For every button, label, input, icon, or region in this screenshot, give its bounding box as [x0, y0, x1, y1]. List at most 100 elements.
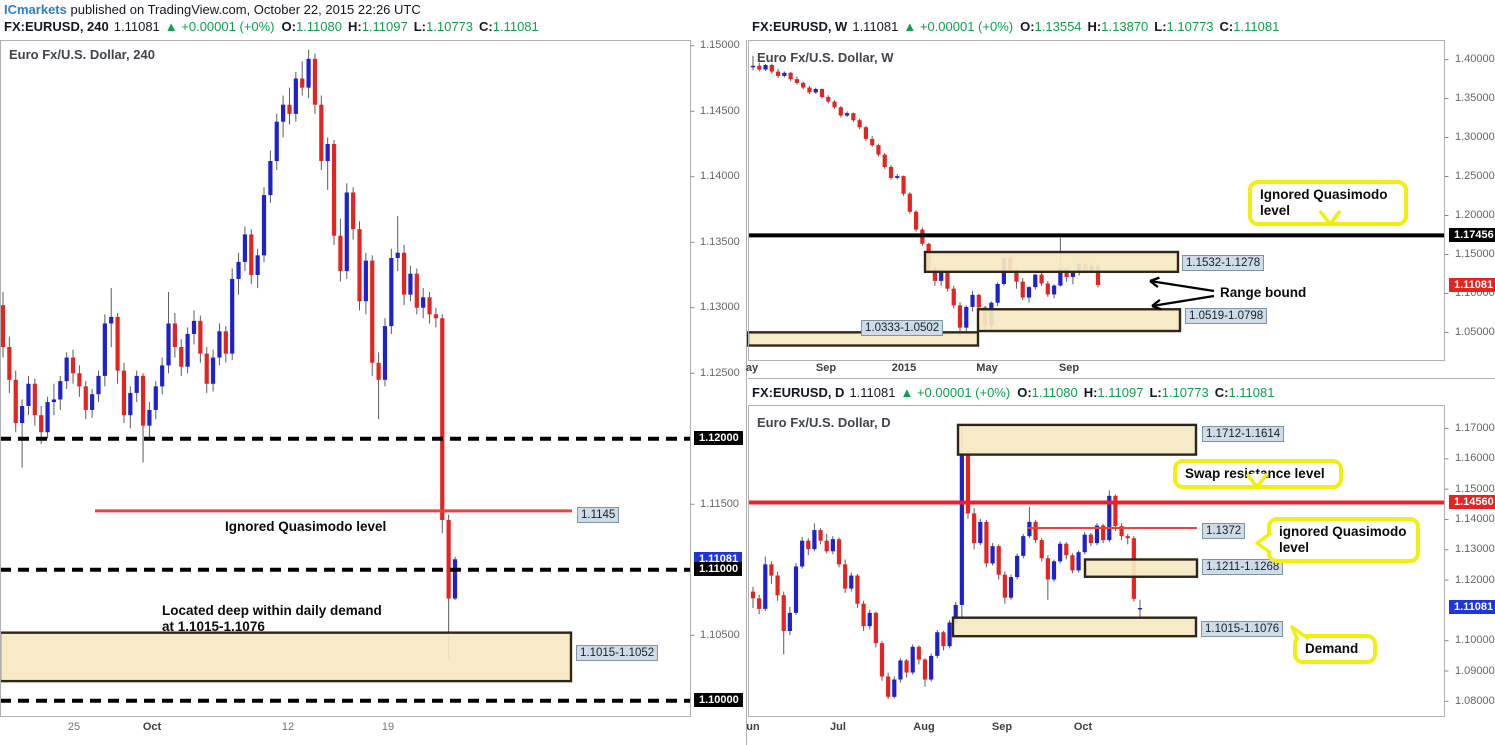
candle-up	[274, 121, 279, 162]
candle-up	[210, 357, 216, 384]
candle-up	[64, 357, 69, 382]
candle-up	[382, 326, 388, 380]
candle-down	[319, 104, 324, 162]
candle-down	[904, 660, 909, 673]
callout-bubble: Swap resistance level	[1173, 459, 1343, 489]
candle-up	[166, 323, 171, 366]
change-weekly: ▲ +0.00001 (+0%)	[903, 19, 1014, 34]
candle-down	[965, 453, 971, 514]
open-label: O:	[281, 19, 296, 34]
candle-up	[90, 394, 95, 410]
candle-down	[312, 58, 318, 105]
low-label: L:	[1154, 19, 1167, 34]
candle-up	[763, 564, 768, 609]
candle-down	[888, 167, 894, 178]
candle-down	[775, 575, 780, 596]
price-badge: 1.11081	[694, 551, 743, 566]
candle-up	[910, 646, 915, 673]
price-badge: 1.11081	[1449, 600, 1495, 615]
ticker-weekly: FX:EURUSD, W 1.11081 ▲ +0.00001 (+0%) O:1.1…	[752, 19, 1285, 34]
price-badge: 1.11000	[694, 562, 743, 577]
candle-down	[446, 519, 451, 599]
price-tick-label: 1.30000	[1455, 131, 1495, 144]
candle-up	[147, 409, 152, 426]
price-tick-label: 1.14000	[1455, 512, 1495, 525]
candle-down	[1014, 269, 1019, 282]
candle-up	[763, 64, 768, 70]
candle-up	[990, 546, 995, 564]
time-axis-label: 2015	[891, 362, 917, 374]
pane-title-240: Euro Fx/U.S. Dollar, 240	[9, 47, 155, 62]
candle-up	[793, 566, 799, 613]
candle-up	[26, 383, 31, 407]
candle-down	[788, 72, 793, 80]
candle-down	[945, 270, 950, 289]
symbol-240: FX:EURUSD, 240	[4, 19, 109, 34]
low-label: L:	[1149, 385, 1162, 400]
price-badge: 1.14560	[1449, 494, 1495, 509]
candle-up	[947, 622, 952, 647]
symbol-weekly: FX:EURUSD, W	[752, 19, 848, 34]
price-badge: 1.12000	[694, 431, 743, 446]
candle-down	[876, 145, 881, 155]
candle-down	[1045, 283, 1050, 295]
candle-up	[236, 261, 241, 279]
candle-down	[976, 294, 981, 308]
callout-pointer	[1245, 472, 1269, 489]
candle-down	[115, 316, 120, 371]
candle-down	[179, 347, 184, 367]
candle-up	[964, 306, 969, 328]
candle-down	[440, 318, 445, 520]
candle-up	[185, 333, 190, 367]
candle-up	[102, 323, 107, 376]
close-value-daily: 1.11081	[1228, 385, 1275, 400]
candle-up	[268, 161, 273, 196]
candle-up	[1058, 268, 1063, 286]
candle-down	[907, 193, 912, 212]
candle-down	[32, 383, 37, 416]
candle-up	[750, 65, 756, 68]
candle-up	[995, 283, 1000, 303]
candle-down	[826, 96, 831, 102]
price-badge: 1.10000	[694, 693, 743, 708]
range-label: 1.1372	[1202, 523, 1246, 539]
candle-down	[941, 632, 946, 647]
candle-down	[932, 268, 938, 281]
high-label: H:	[1083, 385, 1098, 400]
candle-down	[851, 113, 856, 121]
candle-down	[801, 82, 806, 88]
price-tick-label: 1.05000	[1455, 326, 1495, 338]
price-tick-label: 1.10000	[1455, 634, 1495, 647]
candle-up	[306, 58, 311, 88]
candle-down	[1064, 543, 1069, 556]
candle-down	[7, 347, 12, 380]
candle-down	[376, 362, 381, 380]
candle-up	[812, 530, 817, 550]
icmarkets-brand: ICmarkets	[4, 2, 67, 17]
open-value-weekly: 1.13554	[1034, 19, 1082, 34]
candle-up	[281, 104, 286, 122]
candle-down	[951, 288, 956, 306]
candle-up	[51, 399, 57, 403]
candle-down	[223, 331, 228, 354]
high-value-weekly: 1.13870	[1101, 19, 1149, 34]
candle-up	[58, 381, 63, 400]
candle-down	[1045, 558, 1050, 580]
price-tick-label: 1.08000	[1455, 694, 1495, 707]
close-value-240: 1.11081	[492, 19, 539, 34]
annotation-text: Located deep within daily demand at 1.10…	[162, 603, 382, 634]
candle-down	[1101, 525, 1106, 541]
candle-up	[293, 78, 298, 114]
price-tick-label: 1.15000	[700, 39, 740, 52]
candle-up	[389, 257, 394, 327]
candle-up	[1107, 495, 1112, 541]
price-tick-label: 1.25000	[1455, 170, 1495, 183]
time-axis-label: May	[976, 362, 998, 374]
candle-up	[109, 316, 114, 324]
candle-down	[287, 104, 292, 114]
candle-up	[1094, 525, 1100, 544]
candle-down	[901, 176, 906, 194]
candle-down	[757, 598, 762, 609]
